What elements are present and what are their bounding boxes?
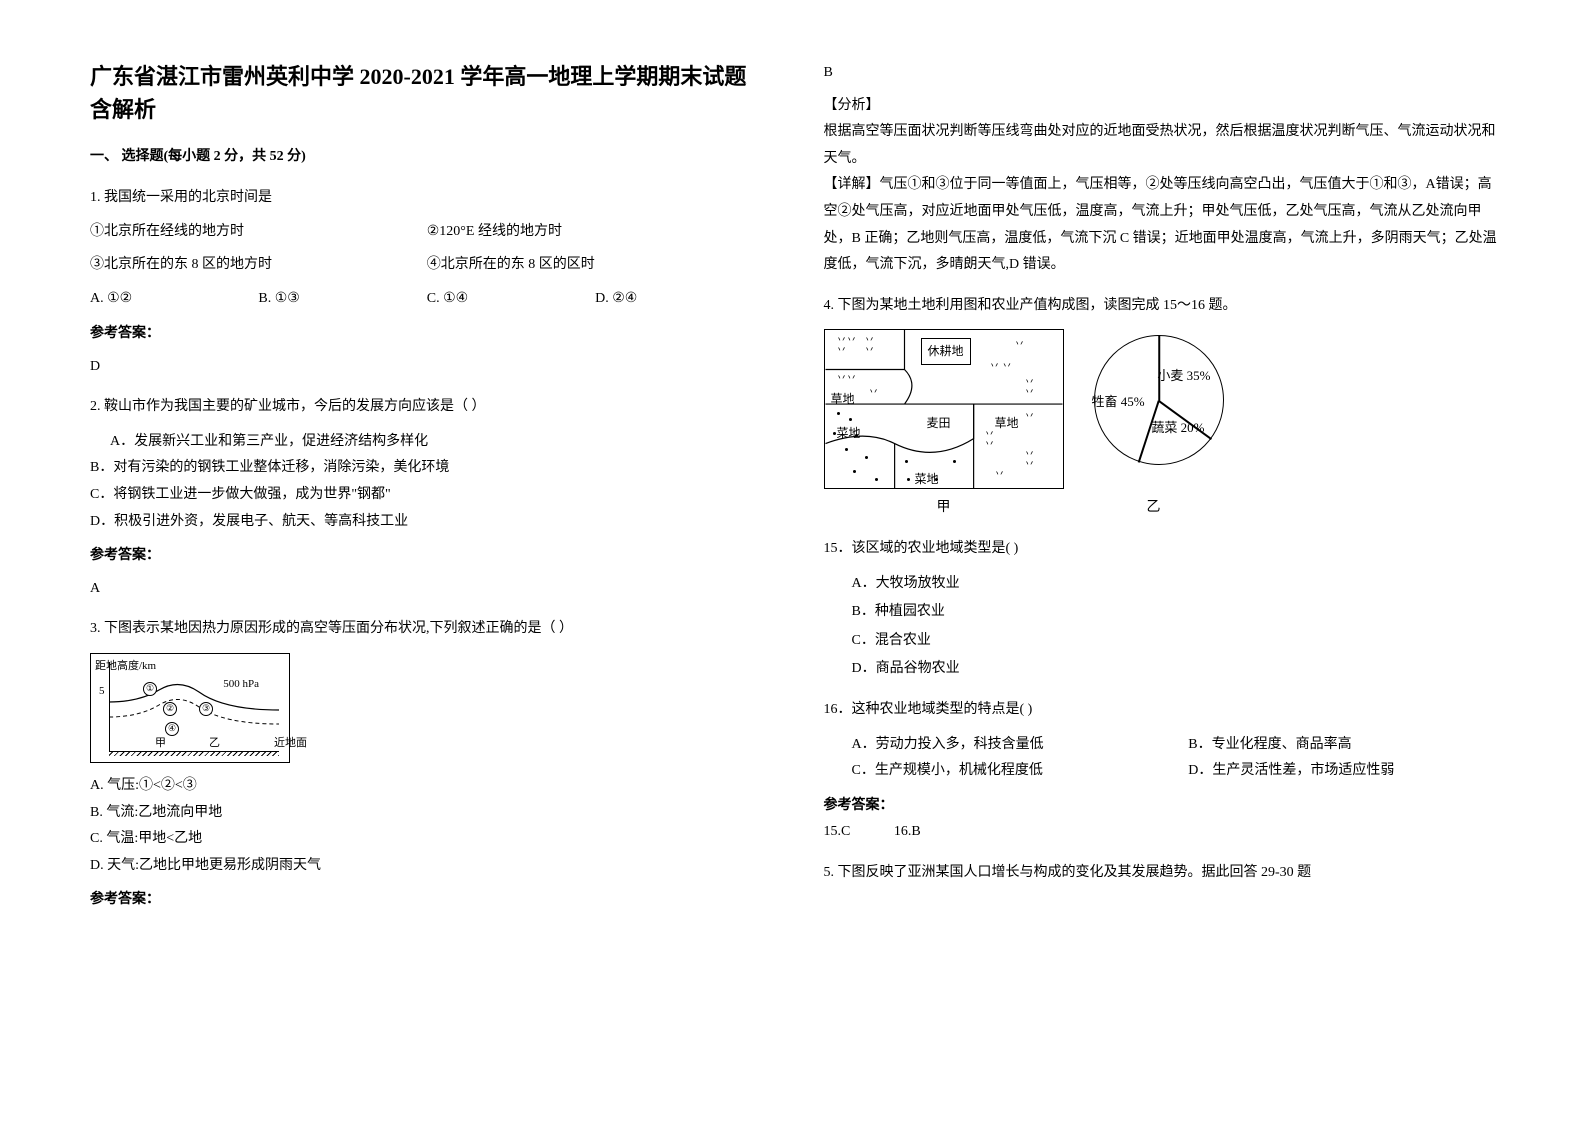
caption-jia: 甲: [824, 495, 1064, 522]
q16-row2: C．生产规模小，机械化程度低 D．生产灵活性差，市场适应性弱: [824, 758, 1498, 785]
q2-oC: C．将钢铁工业进一步做大做强，成为世界"钢都": [90, 482, 764, 509]
analysis-label: 【分析】: [824, 93, 1498, 120]
section-header: 一、 选择题(每小题 2 分，共 52 分): [90, 144, 764, 171]
q16-answer-label: 参考答案：: [824, 793, 1498, 820]
q1-c1: ①北京所在经线的地方时: [90, 219, 427, 246]
q15-oD: D．商品谷物农业: [824, 656, 1498, 683]
q3-nearland-label: 近地面: [274, 733, 307, 754]
q2-oB: B．对有污染的的钢铁工业整体迁移，消除污染，美化环境: [90, 455, 764, 482]
q1-c2: ②120°E 经线的地方时: [427, 219, 764, 246]
q15-stem: 15．该区域的农业地域类型是( ): [824, 536, 1498, 563]
q2-oD: D．积极引进外资，发展电子、航天、等高科技工业: [90, 509, 764, 536]
q3-mark-3: ③: [199, 702, 213, 716]
q4-pie-chart: 小麦 35% 蔬菜 20% 牲畜 45%: [1094, 329, 1244, 479]
q1-oA: A. ①②: [90, 286, 258, 313]
map-label-caodi2: 草地: [995, 412, 1019, 435]
q3-figure: 距地高度/km 5 500 hPa ① ② ③ ④ 甲 乙 近地面: [90, 653, 764, 763]
grass-icon: 丷丷: [1025, 378, 1035, 398]
pie-label-livestock: 牲畜 45%: [1092, 390, 1145, 415]
map-label-caodi1: 草地: [831, 388, 855, 411]
pie-circle: 小麦 35% 蔬菜 20% 牲畜 45%: [1094, 335, 1224, 465]
q1-oD: D. ②④: [595, 286, 763, 313]
q1-answer: D: [90, 354, 764, 381]
q1-options: A. ①② B. ①③ C. ①④ D. ②④: [90, 286, 764, 313]
caption-yi: 乙: [1064, 495, 1244, 522]
grass-icon: 丷: [995, 470, 1005, 480]
q2-stem: 2. 鞍山市作为我国主要的矿业城市，今后的发展方向应该是（ ）: [90, 394, 764, 421]
q15-oA: A．大牧场放牧业: [824, 571, 1498, 598]
pie-label-wheat: 小麦 35%: [1157, 364, 1210, 389]
q16-oA: A．劳动力投入多，科技含量低: [824, 732, 1161, 759]
q1-oB: B. ①③: [258, 286, 426, 313]
q1-stem: 1. 我国统一采用的北京时间是: [90, 185, 764, 212]
q3-oB: B. 气流:乙地流向甲地: [90, 800, 764, 827]
q16-oD: D．生产灵活性差，市场适应性弱: [1160, 758, 1497, 785]
ans-15: 15.C: [824, 824, 851, 839]
grass-icon: 丷: [1015, 340, 1025, 350]
map-label-maitian: 麦田: [927, 412, 951, 435]
q3-ground-hatch: [109, 752, 279, 756]
grass-icon: 丷: [1025, 412, 1035, 422]
q2-oA: A．发展新兴工业和第三产业，促进经济结构多样化: [90, 429, 764, 456]
q16-row1: A．劳动力投入多，科技含量低 B．专业化程度、商品率高: [824, 732, 1498, 759]
q3-oC: C. 气温:甲地<乙地: [90, 826, 764, 853]
grass-icon: 丷丷丷: [837, 336, 857, 356]
left-column: 广东省湛江市雷州英利中学 2020-2021 学年高一地理上学期期末试题含解析 …: [90, 60, 764, 914]
pie-label-veg: 蔬菜 20%: [1151, 416, 1204, 441]
q3-stem: 3. 下图表示某地因热力原因形成的高空等压面分布状况,下列叙述正确的是（ ）: [90, 616, 764, 643]
q3-isobars: [109, 662, 279, 752]
q1-c4: ④北京所在的东 8 区的区时: [427, 252, 764, 279]
q1-choices-row1: ①北京所在经线的地方时 ②120°E 经线的地方时: [90, 219, 764, 246]
q3-x-jia: 甲: [155, 733, 166, 754]
q3-oD: D. 天气:乙地比甲地更易形成阴雨天气: [90, 853, 764, 880]
grass-icon: 丷丷: [837, 374, 857, 384]
q5-stem: 5. 下图反映了亚洲某国人口增长与构成的变化及其发展趋势。据此回答 29-30 …: [824, 860, 1498, 887]
grass-icon: 丷丷: [865, 336, 875, 356]
q4-captions: 甲 乙: [824, 495, 1498, 522]
q3-x-yi: 乙: [209, 733, 220, 754]
q2-answer-label: 参考答案：: [90, 543, 764, 570]
analysis-p2: 【详解】气压①和③位于同一等值面上，气压相等，②处等压线向高空凸出，气压值大于①…: [824, 172, 1498, 278]
q1-oC: C. ①④: [427, 286, 595, 313]
grass-icon: 丷丷: [985, 430, 995, 450]
analysis-p1: 根据高空等压面状况判断等压线弯曲处对应的近地面受热状况，然后根据温度状况判断气压…: [824, 119, 1498, 172]
q15-16-answers: 15.C 16.B: [824, 819, 1498, 846]
document-title: 广东省湛江市雷州英利中学 2020-2021 学年高一地理上学期期末试题含解析: [90, 60, 764, 126]
q15-oC: C．混合农业: [824, 628, 1498, 655]
q15-oB: B．种植园农业: [824, 599, 1498, 626]
q3-answer-label: 参考答案：: [90, 887, 764, 914]
grass-icon: 丷丷: [1025, 450, 1035, 470]
q16-stem: 16．这种农业地域类型的特点是( ): [824, 697, 1498, 724]
q3-answer: B: [824, 60, 1498, 87]
q15-options: A．大牧场放牧业 B．种植园农业 C．混合农业 D．商品谷物农业: [824, 571, 1498, 683]
q3-mark-4: ④: [165, 722, 179, 736]
q3-axes: 5 500 hPa ① ② ③ ④ 甲 乙 近地面: [109, 662, 279, 752]
q16-oB: B．专业化程度、商品率高: [1160, 732, 1497, 759]
q3-mark-1: ①: [143, 682, 157, 696]
q3-tick5: 5: [99, 681, 105, 702]
q4-landuse-map: 休耕地 草地 菜地 菜地 麦田 草地 丷丷丷 丷丷 丷 丷 丷 丷丷 丷丷 丷 …: [824, 329, 1064, 489]
q1-answer-label: 参考答案：: [90, 321, 764, 348]
q3-mark-2: ②: [163, 702, 177, 716]
q1-c3: ③北京所在的东 8 区的地方时: [90, 252, 427, 279]
q4-stem: 4. 下图为某地土地利用图和农业产值构成图，读图完成 15～16 题。: [824, 293, 1498, 320]
q4-figures: 休耕地 草地 菜地 菜地 麦田 草地 丷丷丷 丷丷 丷 丷 丷 丷丷 丷丷 丷 …: [824, 329, 1498, 489]
q16-oC: C．生产规模小，机械化程度低: [824, 758, 1161, 785]
grass-icon: 丷: [869, 388, 879, 398]
q3-oA: A. 气压:①<②<③: [90, 773, 764, 800]
q1-choices-row2: ③北京所在的东 8 区的地方时 ④北京所在的东 8 区的区时: [90, 252, 764, 279]
right-column: B 【分析】 根据高空等压面状况判断等压线弯曲处对应的近地面受热状况，然后根据温…: [824, 60, 1498, 914]
q3-diagram: 距地高度/km 5 500 hPa ① ② ③ ④ 甲 乙 近地面: [90, 653, 290, 763]
q2-answer: A: [90, 576, 764, 603]
map-label-xiugeng: 休耕地: [921, 338, 971, 365]
ans-16: 16.B: [894, 824, 921, 839]
grass-icon: 丷 丷: [990, 362, 1013, 372]
